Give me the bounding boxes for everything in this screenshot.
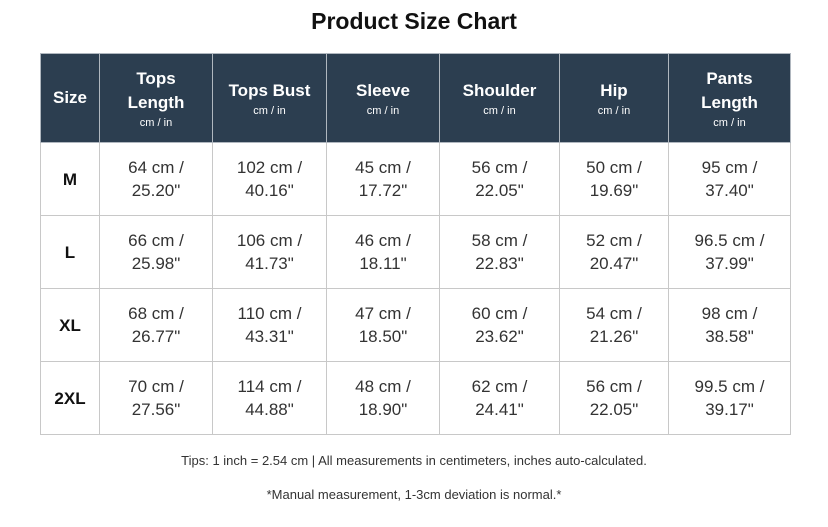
measure-value: 56 cm / 22.05" xyxy=(471,158,528,200)
measure-cell: 56 cm / 22.05" xyxy=(439,142,560,216)
measure-cell: 96.5 cm / 37.99" xyxy=(668,215,791,289)
header-row: Size Tops Length cm / in Tops Bust cm / in Sl… xyxy=(40,53,791,143)
measure-value: 45 cm / 17.72" xyxy=(355,158,411,200)
measure-value: 62 cm / 24.41" xyxy=(471,377,528,419)
measure-cell: 45 cm / 17.72" xyxy=(326,142,440,216)
header-cell: Pants Length cm / in xyxy=(668,53,791,143)
header-unit: cm / in xyxy=(253,105,286,117)
table-row: L 66 cm / 25.98" 106 cm / 41.73" 46 cm / 18… xyxy=(40,215,791,289)
measure-cell: 50 cm / 19.69" xyxy=(559,142,669,216)
table-row: 2XL 70 cm / 27.56" 114 cm / 44.88" 48 cm / … xyxy=(40,361,791,435)
measure-cell: 64 cm / 25.20" xyxy=(99,142,213,216)
measure-value: 56 cm / 22.05" xyxy=(586,377,642,419)
size-cell: XL xyxy=(40,288,100,362)
title: Product Size Chart xyxy=(311,8,517,34)
header-name: Sleeve xyxy=(356,81,410,100)
measure-cell: 95 cm / 37.40" xyxy=(668,142,791,216)
header-name: Hip xyxy=(600,81,628,100)
measure-value: 64 cm / 25.20" xyxy=(128,158,184,200)
measure-value: 95 cm / 37.40" xyxy=(701,158,758,200)
measure-cell: 60 cm / 23.62" xyxy=(439,288,560,362)
measure-value: 96.5 cm / 37.99" xyxy=(694,231,765,273)
header-unit: cm / in xyxy=(483,105,516,117)
header-unit: cm / in xyxy=(597,105,631,117)
measure-value: 106 cm / 41.73" xyxy=(236,231,303,273)
measure-cell: 102 cm / 40.16" xyxy=(212,142,327,216)
measure-cell: 99.5 cm / 39.17" xyxy=(668,361,791,435)
measure-cell: 47 cm / 18.50" xyxy=(326,288,440,362)
measure-value: 70 cm / 27.56" xyxy=(128,377,184,419)
measure-value: 48 cm / 18.90" xyxy=(355,377,411,419)
size-label: L xyxy=(64,242,76,262)
header-name: Tops Bust xyxy=(228,81,311,100)
measure-cell: 46 cm / 18.11" xyxy=(326,215,440,289)
header-name: Tops Length xyxy=(127,69,185,112)
measure-cell: 54 cm / 21.26" xyxy=(559,288,669,362)
measure-value: 99.5 cm / 39.17" xyxy=(694,377,765,419)
header-cell: Size xyxy=(40,53,100,143)
measure-value: 50 cm / 19.69" xyxy=(586,158,642,200)
measure-value: 66 cm / 25.98" xyxy=(128,231,184,273)
header-unit: cm / in xyxy=(713,117,746,129)
measure-cell: 68 cm / 26.77" xyxy=(99,288,213,362)
measure-value: 52 cm / 20.47" xyxy=(586,231,642,273)
measure-value: 60 cm / 23.62" xyxy=(471,304,528,346)
table-row: M 64 cm / 25.20" 102 cm / 40.16" 45 cm / 17… xyxy=(40,142,791,216)
measure-value: 58 cm / 22.83" xyxy=(471,231,528,273)
size-label: M xyxy=(62,169,78,189)
measure-value: 102 cm / 40.16" xyxy=(236,158,303,200)
measure-cell: 58 cm / 22.83" xyxy=(439,215,560,289)
measure-cell: 70 cm / 27.56" xyxy=(99,361,213,435)
header-cell: Tops Bust cm / in xyxy=(212,53,327,143)
header-name: Pants Length xyxy=(701,69,758,112)
table-row: XL 68 cm / 26.77" 110 cm / 43.31" 47 cm / 1… xyxy=(40,288,791,362)
measure-cell: 66 cm / 25.98" xyxy=(99,215,213,289)
header-unit: cm / in xyxy=(139,117,173,129)
tips: Tips: 1 inch = 2.54 cm | All measurement… xyxy=(181,453,647,468)
header-cell: Hip cm / in xyxy=(559,53,669,143)
note: *Manual measurement, 1-3cm deviation is … xyxy=(266,487,562,502)
measure-cell: 48 cm / 18.90" xyxy=(326,361,440,435)
header-cell: Shoulder cm / in xyxy=(439,53,560,143)
measure-value: 47 cm / 18.50" xyxy=(355,304,411,346)
header-cell: Sleeve cm / in xyxy=(326,53,440,143)
header-cell: Tops Length cm / in xyxy=(99,53,213,143)
measure-value: 110 cm / 43.31" xyxy=(237,304,302,346)
header-unit: cm / in xyxy=(366,105,400,117)
measure-cell: 110 cm / 43.31" xyxy=(212,288,327,362)
size-label: 2XL xyxy=(54,388,86,408)
measure-value: 98 cm / 38.58" xyxy=(701,304,758,346)
table-body: M 64 cm / 25.20" 102 cm / 40.16" 45 cm / 17… xyxy=(40,142,791,435)
measure-value: 114 cm / 44.88" xyxy=(237,377,302,419)
measure-cell: 52 cm / 20.47" xyxy=(559,215,669,289)
measure-cell: 106 cm / 41.73" xyxy=(212,215,327,289)
size-cell: L xyxy=(40,215,100,289)
measure-cell: 114 cm / 44.88" xyxy=(212,361,327,435)
measure-cell: 56 cm / 22.05" xyxy=(559,361,669,435)
measure-value: 54 cm / 21.26" xyxy=(586,304,642,346)
measure-cell: 62 cm / 24.41" xyxy=(439,361,560,435)
header-name: Shoulder xyxy=(462,81,537,100)
size-label: XL xyxy=(59,315,81,335)
size-table: Size Tops Length cm / in Tops Bust cm / in Sl… xyxy=(40,53,791,435)
size-cell: M xyxy=(40,142,100,216)
measure-value: 46 cm / 18.11" xyxy=(355,231,411,273)
size-cell: 2XL xyxy=(40,361,100,435)
measure-value: 68 cm / 26.77" xyxy=(128,304,184,346)
header-name: Size xyxy=(52,88,88,107)
measure-cell: 98 cm / 38.58" xyxy=(668,288,791,362)
